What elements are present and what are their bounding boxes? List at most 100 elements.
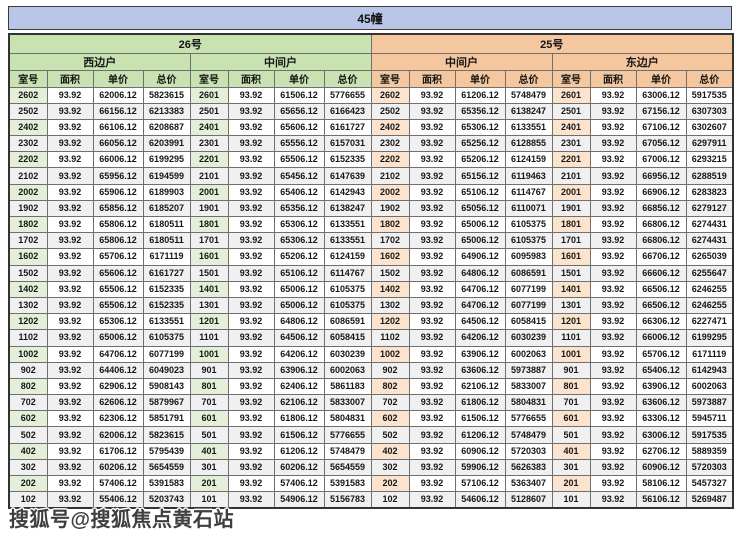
total-price-cell: 6110071 [504,199,553,218]
room-cell: 2101 [189,167,229,185]
area-cell: 93.92 [408,167,456,185]
unit-price-cell: 64706.12 [92,345,144,363]
total-price-cell: 6194599 [142,167,191,185]
unit-price-cell: 61206.12 [454,86,506,104]
area-cell: 93.92 [227,296,275,315]
column-header-row: 室号 面积 单价 总价 室号 面积 单价 总价 室号 面积 单价 总价 室号 面… [8,69,734,88]
area-cell: 93.92 [589,135,637,153]
unit-price-cell: 63906.12 [273,361,325,379]
room-cell: 1802 [8,215,48,234]
table-row: 102 93.92 55406.12 5203743 101 93.92 54906.12 5… [8,491,734,509]
total-price-cell: 6105375 [504,215,553,234]
room-cell: 1202 [8,313,48,331]
room-cell: 2602 [8,86,48,104]
table-row: 2602 93.92 62006.12 5823615 2601 93.92 61506.1… [8,86,734,104]
unit-price-cell: 61806.12 [454,394,506,412]
col-header-room: 室号 [189,69,229,88]
unit-price-cell: 62106.12 [454,377,506,396]
unit-price-cell: 65006.12 [273,280,325,298]
unit-price-cell: 65406.12 [635,361,687,379]
unit-price-cell: 57406.12 [92,474,144,493]
total-price-cell: 5879967 [142,394,191,412]
total-price-cell: 6124159 [504,151,553,169]
col-header-area: 面积 [408,69,456,88]
unit-price-cell: 63906.12 [454,345,506,363]
unit-header-east: 东边户 [551,52,734,71]
area-cell: 93.92 [589,410,637,428]
unit-price-cell: 65006.12 [92,329,144,347]
room-cell: 2102 [8,167,48,185]
table-row: 1102 93.92 65006.12 6105375 1101 93.92 64506.1… [8,329,734,347]
area-cell: 93.92 [408,280,456,298]
room-cell: 1201 [551,313,591,331]
unit-price-cell: 64506.12 [273,329,325,347]
total-price-cell: 6227471 [685,313,734,331]
total-price-cell: 5973887 [504,361,553,379]
area-cell: 93.92 [46,86,94,104]
total-price-cell: 6180511 [142,232,191,250]
total-price-cell: 6124159 [323,248,372,266]
table-row: 1002 93.92 64706.12 6077199 1001 93.92 64206.1… [8,345,734,363]
unit-price-cell: 66306.12 [635,313,687,331]
room-cell: 402 [8,442,48,460]
unit-price-cell: 62006.12 [92,86,144,104]
room-cell: 1702 [370,232,410,250]
area-cell: 93.92 [589,151,637,169]
room-cell: 502 [8,426,48,444]
total-price-cell: 6152335 [323,151,372,169]
unit-price-cell: 63006.12 [635,426,687,444]
table-row: 402 93.92 61706.12 5795439 401 93.92 61206.12 5… [8,442,734,460]
table-row: 1502 93.92 65606.12 6161727 1501 93.92 65106.1… [8,264,734,282]
total-price-cell: 5269487 [685,491,734,509]
unit-price-cell: 65306.12 [454,118,506,137]
total-price-cell: 6086591 [323,313,372,331]
total-price-cell: 6185207 [142,199,191,218]
area-cell: 93.92 [589,458,637,477]
area-cell: 93.92 [227,410,275,428]
table-row: 902 93.92 64406.12 6049023 901 93.92 63906.12 6… [8,361,734,379]
room-cell: 1502 [370,264,410,282]
area-cell: 93.92 [46,491,94,509]
unit-price-cell: 60906.12 [635,458,687,477]
total-price-cell: 6288519 [685,167,734,185]
room-cell: 1102 [8,329,48,347]
unit-price-cell: 66906.12 [635,183,687,201]
table-row: 1602 93.92 65706.12 6171119 1601 93.92 65206.1… [8,248,734,266]
room-cell: 2101 [551,167,591,185]
total-price-cell: 6049023 [142,361,191,379]
unit-price-cell: 66806.12 [635,232,687,250]
room-cell: 2001 [189,183,229,201]
room-cell: 1901 [551,199,591,218]
building-header-row: 26号 25号 [8,33,734,54]
room-cell: 1501 [551,264,591,282]
total-price-cell: 5908143 [142,377,191,396]
area-cell: 93.92 [408,118,456,137]
total-price-cell: 5833007 [323,394,372,412]
area-cell: 93.92 [408,313,456,331]
room-cell: 1601 [189,248,229,266]
unit-price-cell: 61806.12 [273,410,325,428]
room-cell: 301 [551,458,591,477]
room-cell: 602 [370,410,410,428]
room-cell: 702 [8,394,48,412]
area-cell: 93.92 [589,199,637,218]
room-cell: 301 [189,458,229,477]
col-header-room: 室号 [551,69,591,88]
total-price-cell: 6077199 [504,280,553,298]
room-cell: 1302 [370,296,410,315]
area-cell: 93.92 [408,264,456,282]
room-cell: 1801 [189,215,229,234]
unit-price-cell: 62006.12 [92,426,144,444]
unit-price-cell: 65306.12 [273,232,325,250]
col-header-area: 面积 [227,69,275,88]
total-price-cell: 6171119 [142,248,191,266]
area-cell: 93.92 [589,183,637,201]
area-cell: 93.92 [227,167,275,185]
watermark: 搜狐号@搜狐焦点黄石站 [9,509,235,531]
area-cell: 93.92 [408,151,456,169]
area-cell: 93.92 [408,377,456,396]
unit-price-cell: 65006.12 [454,232,506,250]
room-cell: 2302 [370,135,410,153]
unit-price-cell: 65156.12 [454,167,506,185]
unit-price-cell: 60206.12 [92,458,144,477]
